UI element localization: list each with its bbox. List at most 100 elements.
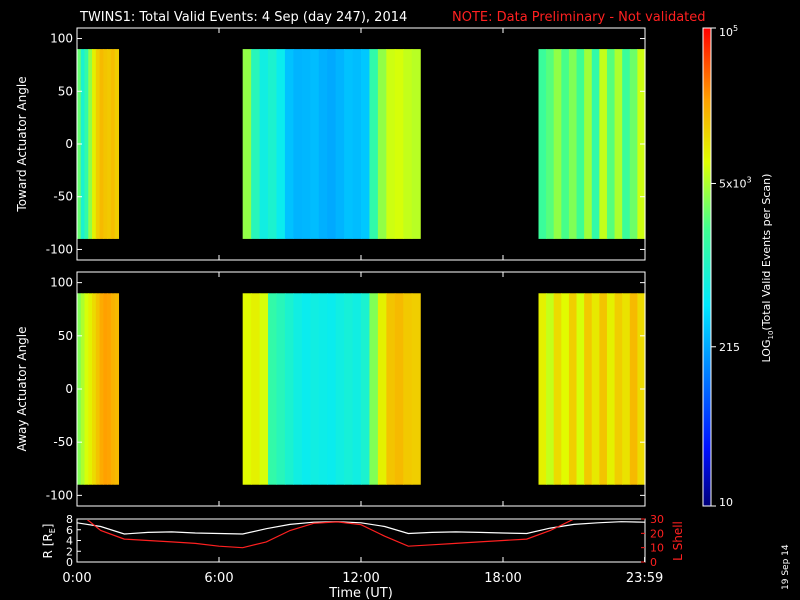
toward-heatmap-bands xyxy=(77,49,646,239)
heatmap-cell-2-10 xyxy=(614,49,623,239)
y-tick-label: 0 xyxy=(65,137,73,151)
time-tick-label: 23:59 xyxy=(626,571,663,586)
heatmap-cell-1-14 xyxy=(361,293,371,485)
heatmap-cell-1-15 xyxy=(369,49,379,239)
lshell-tick-label: 0 xyxy=(650,556,657,569)
y-tick-label: 50 xyxy=(58,84,73,98)
heatmap-cell-1-7 xyxy=(301,49,311,239)
y-tick-label: -50 xyxy=(53,435,73,449)
heatmap-cell-0-8 xyxy=(107,49,112,239)
orbit-lines xyxy=(77,520,645,549)
toward-angle-panel: -100 -50 0 50 100 Toward Actuator Angle xyxy=(15,27,646,261)
heatmap-cell-1-20 xyxy=(411,49,421,239)
plot-title: TWINS1: Total Valid Events: 4 Sep (day 2… xyxy=(79,10,407,25)
y-tick-label: 100 xyxy=(50,32,73,46)
heatmap-cell-0-7 xyxy=(103,49,108,239)
heatmap-cell-1-0 xyxy=(242,49,252,239)
heatmap-cell-1-5 xyxy=(284,49,294,239)
heatmap-cell-1-13 xyxy=(352,293,362,485)
heatmap-cell-2-8 xyxy=(599,293,608,485)
heatmap-cell-1-2 xyxy=(259,49,269,239)
y-tick-label: 50 xyxy=(58,329,73,343)
heatmap-cell-1-18 xyxy=(394,49,404,239)
toward-y-ticks: -100 -50 0 50 100 xyxy=(46,28,646,260)
colorbar-label: LOG10(Total Valid Events per Scan) xyxy=(760,174,775,363)
y-tick-label: -50 xyxy=(53,190,73,204)
heatmap-cell-1-17 xyxy=(386,49,396,239)
heatmap-cell-0-2 xyxy=(84,293,89,485)
heatmap-cell-2-5 xyxy=(576,293,585,485)
preliminary-note: NOTE: Data Preliminary - Not validated xyxy=(452,10,706,25)
r-tick-label: 2 xyxy=(66,545,73,558)
heatmap-cell-1-3 xyxy=(268,293,278,485)
heatmap-cell-2-12 xyxy=(629,49,638,239)
heatmap-cell-1-16 xyxy=(377,293,387,485)
heatmap-cell-1-6 xyxy=(293,293,303,485)
colorbar-fill xyxy=(703,28,711,506)
r-tick-label: 0 xyxy=(66,556,73,569)
heatmap-cell-0-6 xyxy=(99,49,104,239)
away-y-axis-label: Away Actuator Angle xyxy=(15,326,29,451)
heatmap-cell-2-8 xyxy=(599,49,608,239)
r-axis-label: R [RE] xyxy=(41,524,57,559)
heatmap-cell-0-7 xyxy=(103,293,108,485)
heatmap-cell-2-6 xyxy=(584,49,593,239)
heatmap-cell-1-15 xyxy=(369,293,379,485)
lshell-tick-label: 10 xyxy=(650,542,664,555)
colorbar-tick-label: 5x103 xyxy=(719,175,752,190)
heatmap-cell-2-0 xyxy=(538,49,547,239)
lshell-line xyxy=(86,520,574,549)
heatmap-cell-0-9 xyxy=(110,49,116,239)
heatmap-cell-2-9 xyxy=(606,49,616,239)
away-angle-panel: -100 -50 0 50 100 Away Actuator Angle xyxy=(15,271,646,507)
heatmap-cell-1-5 xyxy=(284,293,294,485)
r-tick-label: 6 xyxy=(66,524,73,537)
heatmap-cell-0-10 xyxy=(114,49,120,239)
heatmap-cell-1-14 xyxy=(361,49,371,239)
heatmap-cell-2-11 xyxy=(622,293,631,485)
heatmap-cell-0-1 xyxy=(80,293,86,485)
heatmap-cell-2-5 xyxy=(576,49,585,239)
heatmap-cell-1-18 xyxy=(394,293,404,485)
time-tick-label: 6:00 xyxy=(204,571,233,586)
heatmap-cell-2-3 xyxy=(561,49,570,239)
heatmap-cell-1-3 xyxy=(268,49,278,239)
r-distance-line xyxy=(77,521,645,535)
heatmap-cell-1-10 xyxy=(327,49,337,239)
lshell-axis-label: L Shell xyxy=(671,521,685,561)
colorbar: 10 215 5x103 105 LOG10(Total Valid Events p… xyxy=(702,24,775,509)
heatmap-cell-0-9 xyxy=(110,293,116,485)
heatmap-cell-2-7 xyxy=(591,293,600,485)
r-tick-label: 8 xyxy=(66,513,73,526)
heatmap-cell-1-2 xyxy=(259,293,269,485)
heatmap-cell-2-4 xyxy=(568,293,578,485)
lshell-tick-label: 30 xyxy=(650,513,664,526)
heatmap-cell-1-20 xyxy=(411,293,421,485)
heatmap-cell-1-12 xyxy=(344,293,354,485)
date-stamp: 19 Sep 14 xyxy=(781,544,791,590)
heatmap-cell-0-4 xyxy=(92,293,97,485)
toward-y-axis-label: Toward Actuator Angle xyxy=(15,76,29,212)
heatmap-cell-1-9 xyxy=(318,49,328,239)
y-tick-label: -100 xyxy=(46,488,73,502)
colorbar-tick-label: 105 xyxy=(719,24,738,39)
heatmap-cell-1-10 xyxy=(327,293,337,485)
heatmap-cell-1-19 xyxy=(403,293,413,485)
y-tick-label: 100 xyxy=(50,276,73,290)
r-tick-label: 4 xyxy=(66,535,73,548)
heatmap-cell-2-10 xyxy=(614,293,623,485)
heatmap-cell-0-5 xyxy=(95,49,101,239)
away-y-ticks: -100 -50 0 50 100 xyxy=(46,272,646,506)
heatmap-cell-0-1 xyxy=(80,49,86,239)
heatmap-cell-2-9 xyxy=(606,293,616,485)
heatmap-cell-0-5 xyxy=(95,293,101,485)
y-tick-label: 0 xyxy=(65,382,73,396)
heatmap-cell-2-0 xyxy=(538,293,547,485)
time-tick-label: 0:00 xyxy=(62,571,91,586)
heatmap-cell-1-6 xyxy=(293,49,303,239)
heatmap-cell-0-2 xyxy=(84,49,89,239)
heatmap-cell-2-6 xyxy=(584,293,593,485)
